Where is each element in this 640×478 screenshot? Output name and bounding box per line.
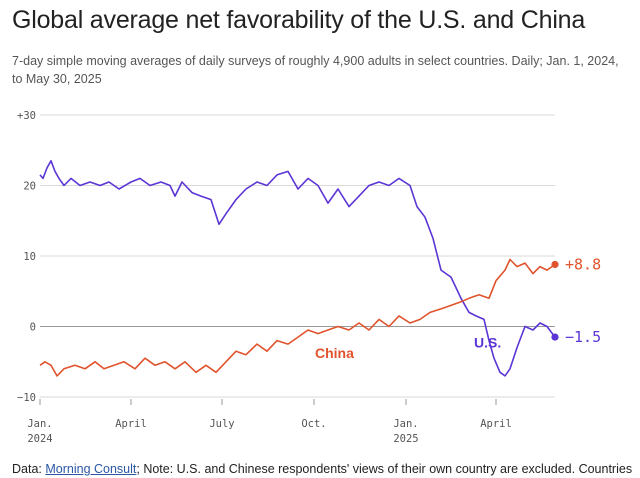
y-tick-label: 20 — [23, 181, 36, 193]
y-tick-label: +30 — [17, 110, 36, 122]
x-tick-year-label: 2024 — [27, 433, 52, 445]
source-link[interactable]: Morning Consult — [45, 462, 137, 476]
footnote-note: ; Note: U.S. and Chinese respondents' vi… — [136, 462, 633, 476]
series-lines — [39, 160, 559, 377]
series-end-dot — [551, 333, 559, 341]
x-tick-label: Jan. — [27, 418, 52, 430]
x-tick-label: Jan. — [393, 418, 418, 430]
x-tick-label: Oct. — [301, 418, 326, 430]
grid-layer — [40, 114, 555, 398]
y-tick-label: 0 — [30, 322, 36, 334]
series-name-label-us: U.S. — [474, 335, 501, 351]
series-labels: −1.5 +8.8 China U.S. — [315, 255, 601, 361]
series-end-label: −1.5 — [565, 328, 601, 346]
chart-title: Global average net favorability of the U… — [12, 6, 586, 34]
series-line-china — [39, 258, 556, 377]
y-axis: +30 20 10 0 −10 — [17, 110, 36, 404]
series-line-us — [39, 160, 556, 377]
source-footnote: Data: Morning Consult; Note: U.S. and Ch… — [12, 462, 640, 476]
series-name-label-china: China — [315, 345, 354, 361]
x-axis: Jan. 2024 April July Oct. Jan. 2025 April — [27, 399, 512, 445]
footnote-prefix: Data: — [12, 462, 46, 476]
x-tick-label: April — [480, 418, 512, 430]
y-tick-label: −10 — [17, 392, 36, 404]
chart-subtitle: 7-day simple moving averages of daily su… — [12, 54, 619, 86]
series-end-dot — [551, 260, 559, 269]
x-tick-label: July — [209, 418, 234, 430]
y-tick-label: 10 — [23, 251, 36, 263]
series-end-label: +8.8 — [565, 255, 601, 273]
x-tick-label: April — [115, 418, 147, 430]
x-tick-year-label: 2025 — [393, 433, 418, 445]
